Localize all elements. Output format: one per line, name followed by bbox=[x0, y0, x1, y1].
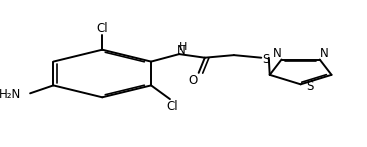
Text: S: S bbox=[306, 80, 314, 93]
Text: Cl: Cl bbox=[166, 100, 178, 112]
Text: N: N bbox=[273, 47, 281, 60]
Text: H₂N: H₂N bbox=[0, 88, 21, 101]
Text: S: S bbox=[262, 53, 269, 66]
Text: N: N bbox=[177, 44, 185, 57]
Text: H: H bbox=[179, 42, 188, 52]
Text: O: O bbox=[188, 74, 197, 87]
Text: N: N bbox=[320, 47, 328, 60]
Text: Cl: Cl bbox=[97, 22, 108, 35]
